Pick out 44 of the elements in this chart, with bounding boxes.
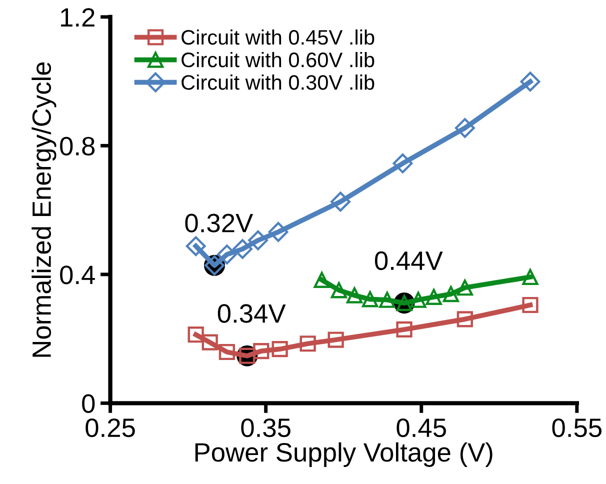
legend-label: Circuit with 0.45V .lib — [182, 29, 374, 45]
y-tick-label: 0 — [82, 394, 95, 413]
legend-label: Circuit with 0.60V .lib — [182, 52, 374, 68]
point — [268, 222, 288, 242]
x-tick-label: 0.35 — [241, 418, 290, 438]
y-tick-label: 1.2 — [61, 8, 94, 26]
point — [253, 342, 270, 360]
point — [330, 192, 350, 212]
point — [442, 286, 459, 302]
legend-label: Circuit with 0.30V .lib — [182, 74, 374, 90]
point — [186, 236, 206, 256]
y-tick-label: 0.8 — [60, 136, 95, 156]
point — [522, 296, 538, 314]
x-tick-label: 0.25 — [86, 418, 135, 438]
point — [328, 332, 344, 348]
point — [522, 268, 538, 286]
point — [314, 272, 330, 288]
point — [217, 244, 237, 264]
y-tick-label: 0.4 — [60, 266, 95, 284]
annotation: 0.32V — [185, 214, 254, 232]
point — [232, 239, 252, 259]
point — [456, 280, 473, 296]
point — [396, 321, 412, 338]
point — [426, 288, 442, 306]
point — [379, 292, 396, 308]
point — [218, 344, 235, 360]
annotation: 0.44V — [374, 251, 443, 270]
point — [272, 341, 288, 358]
point — [346, 287, 363, 304]
point — [456, 311, 473, 328]
point — [520, 72, 540, 92]
y-axis-title: Normalized Energy/Cycle — [32, 62, 56, 357]
x-tick-label: 0.45 — [396, 418, 446, 438]
point — [202, 334, 218, 350]
point — [330, 282, 347, 298]
annotation: 0.34V — [218, 304, 286, 323]
point — [392, 153, 413, 174]
point — [362, 291, 378, 308]
point — [300, 336, 316, 352]
x-tick-label: 0.55 — [552, 418, 602, 438]
point — [188, 326, 204, 343]
point — [454, 118, 475, 138]
x-axis-title: Power Supply Voltage (V) — [195, 442, 492, 467]
point — [410, 292, 426, 308]
